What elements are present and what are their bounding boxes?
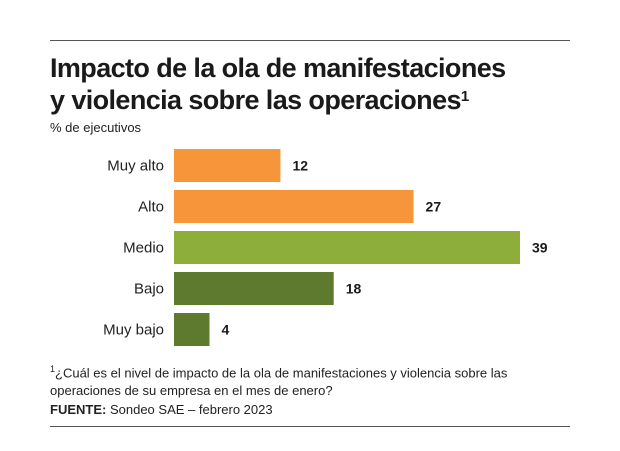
footnote: 1¿Cuál es el nivel de impacto de la ola …: [50, 360, 570, 400]
value-label-muy-bajo: 4: [221, 322, 229, 338]
source-line: FUENTE: Sondeo SAE – febrero 2023: [50, 402, 273, 417]
chart-title: Impacto de la ola de manifestaciones y vi…: [50, 52, 570, 116]
bar-bajo: [174, 272, 334, 305]
value-label-bajo: 18: [346, 281, 362, 297]
footnote-mark: 1: [50, 364, 56, 374]
chart-subtitle: % de ejecutivos: [50, 120, 142, 135]
bar-muy-bajo: [174, 313, 210, 346]
source-label: FUENTE:: [50, 402, 107, 417]
value-label-muy-alto: 12: [292, 158, 308, 174]
value-label-medio: 39: [532, 240, 548, 256]
footnote-text: ¿Cuál es el nivel de impacto de la ola d…: [50, 365, 508, 399]
value-label-alto: 27: [426, 199, 442, 215]
category-label-alto: Alto: [138, 199, 164, 216]
title-line-2: y violencia sobre las operaciones: [50, 85, 462, 115]
category-label-bajo: Bajo: [134, 281, 164, 298]
category-label-medio: Medio: [123, 240, 164, 257]
bar-muy-alto: [174, 149, 281, 182]
category-label-muy-bajo: Muy bajo: [103, 322, 164, 339]
bottom-rule: [50, 426, 570, 427]
category-label-muy-alto: Muy alto: [107, 158, 164, 175]
title-line-1: Impacto de la ola de manifestaciones: [50, 53, 506, 83]
top-rule: [50, 40, 570, 41]
bar-medio: [174, 231, 520, 264]
bar-alto: [174, 190, 414, 223]
source-text: Sondeo SAE – febrero 2023: [109, 402, 273, 417]
title-footnote-mark: 1: [460, 88, 469, 105]
